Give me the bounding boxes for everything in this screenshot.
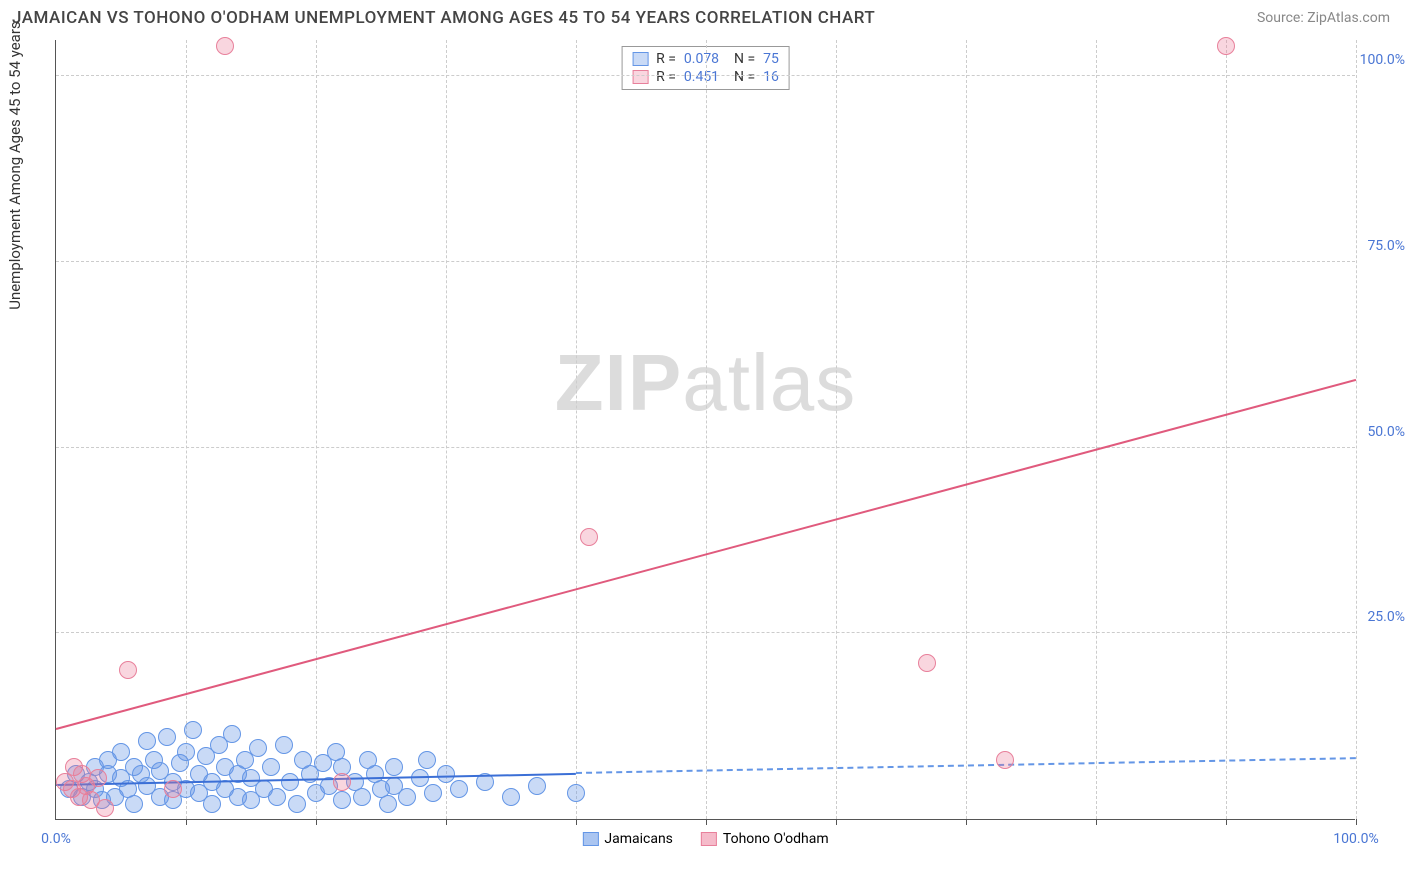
data-point [125, 795, 143, 813]
gridline-v [1356, 40, 1357, 819]
data-point [119, 661, 137, 679]
chart-title: JAMAICAN VS TOHONO O'ODHAM UNEMPLOYMENT … [12, 8, 875, 28]
data-point [177, 743, 195, 761]
data-point [288, 795, 306, 813]
y-tick-label: 75.0% [1367, 238, 1405, 254]
data-point [1217, 37, 1235, 55]
data-point [996, 751, 1014, 769]
data-point [89, 769, 107, 787]
data-point [216, 37, 234, 55]
legend-label: Jamaicans [604, 831, 673, 847]
data-point [249, 739, 267, 757]
data-point [418, 751, 436, 769]
y-tick-label: 25.0% [1367, 609, 1405, 625]
legend-label: Tohono O'odham [723, 831, 829, 847]
x-tick-label: 0.0% [41, 831, 71, 847]
data-point [502, 788, 520, 806]
legend-swatch-icon [701, 832, 717, 846]
data-point [184, 721, 202, 739]
gridline-v [1226, 40, 1227, 819]
y-tick-label: 50.0% [1367, 424, 1405, 440]
legend-swatch-tohono [632, 70, 648, 84]
legend-swatch-icon [582, 832, 598, 846]
plot-area: ZIPatlas R = 0.078 N = 75 R = 0.451 N = … [55, 40, 1355, 820]
data-point [567, 784, 585, 802]
data-point [268, 788, 286, 806]
data-point [333, 773, 351, 791]
gridline-v [446, 40, 447, 819]
data-point [437, 765, 455, 783]
legend-item-tohono: Tohono O'odham [701, 831, 829, 847]
source-attribution: Source: ZipAtlas.com [1257, 10, 1390, 26]
gridline-v [186, 40, 187, 819]
data-point [281, 773, 299, 791]
gridline-v [966, 40, 967, 819]
data-point [96, 799, 114, 817]
data-point [138, 732, 156, 750]
data-point [112, 743, 130, 761]
legend-swatch-jamaicans [632, 52, 648, 66]
data-point [580, 528, 598, 546]
data-point [262, 758, 280, 776]
data-point [528, 777, 546, 795]
data-point [424, 784, 442, 802]
data-point [158, 728, 176, 746]
data-point [379, 795, 397, 813]
data-point [223, 725, 241, 743]
data-point [203, 795, 221, 813]
x-tick-label: 100.0% [1333, 831, 1378, 847]
gridline-v [576, 40, 577, 819]
legend-series: Jamaicans Tohono O'odham [582, 831, 828, 847]
gridline-v [316, 40, 317, 819]
data-point [385, 758, 403, 776]
data-point [333, 791, 351, 809]
data-point [164, 780, 182, 798]
data-point [450, 780, 468, 798]
data-point [275, 736, 293, 754]
gridline-v [836, 40, 837, 819]
chart-container: Unemployment Among Ages 45 to 54 years Z… [50, 40, 1390, 850]
gridline-v [706, 40, 707, 819]
data-point [353, 788, 371, 806]
y-axis-label: Unemployment Among Ages 45 to 54 years [6, 21, 24, 309]
gridline-v [1096, 40, 1097, 819]
data-point [398, 788, 416, 806]
y-tick-label: 100.0% [1360, 52, 1405, 68]
data-point [918, 654, 936, 672]
legend-item-jamaicans: Jamaicans [582, 831, 673, 847]
